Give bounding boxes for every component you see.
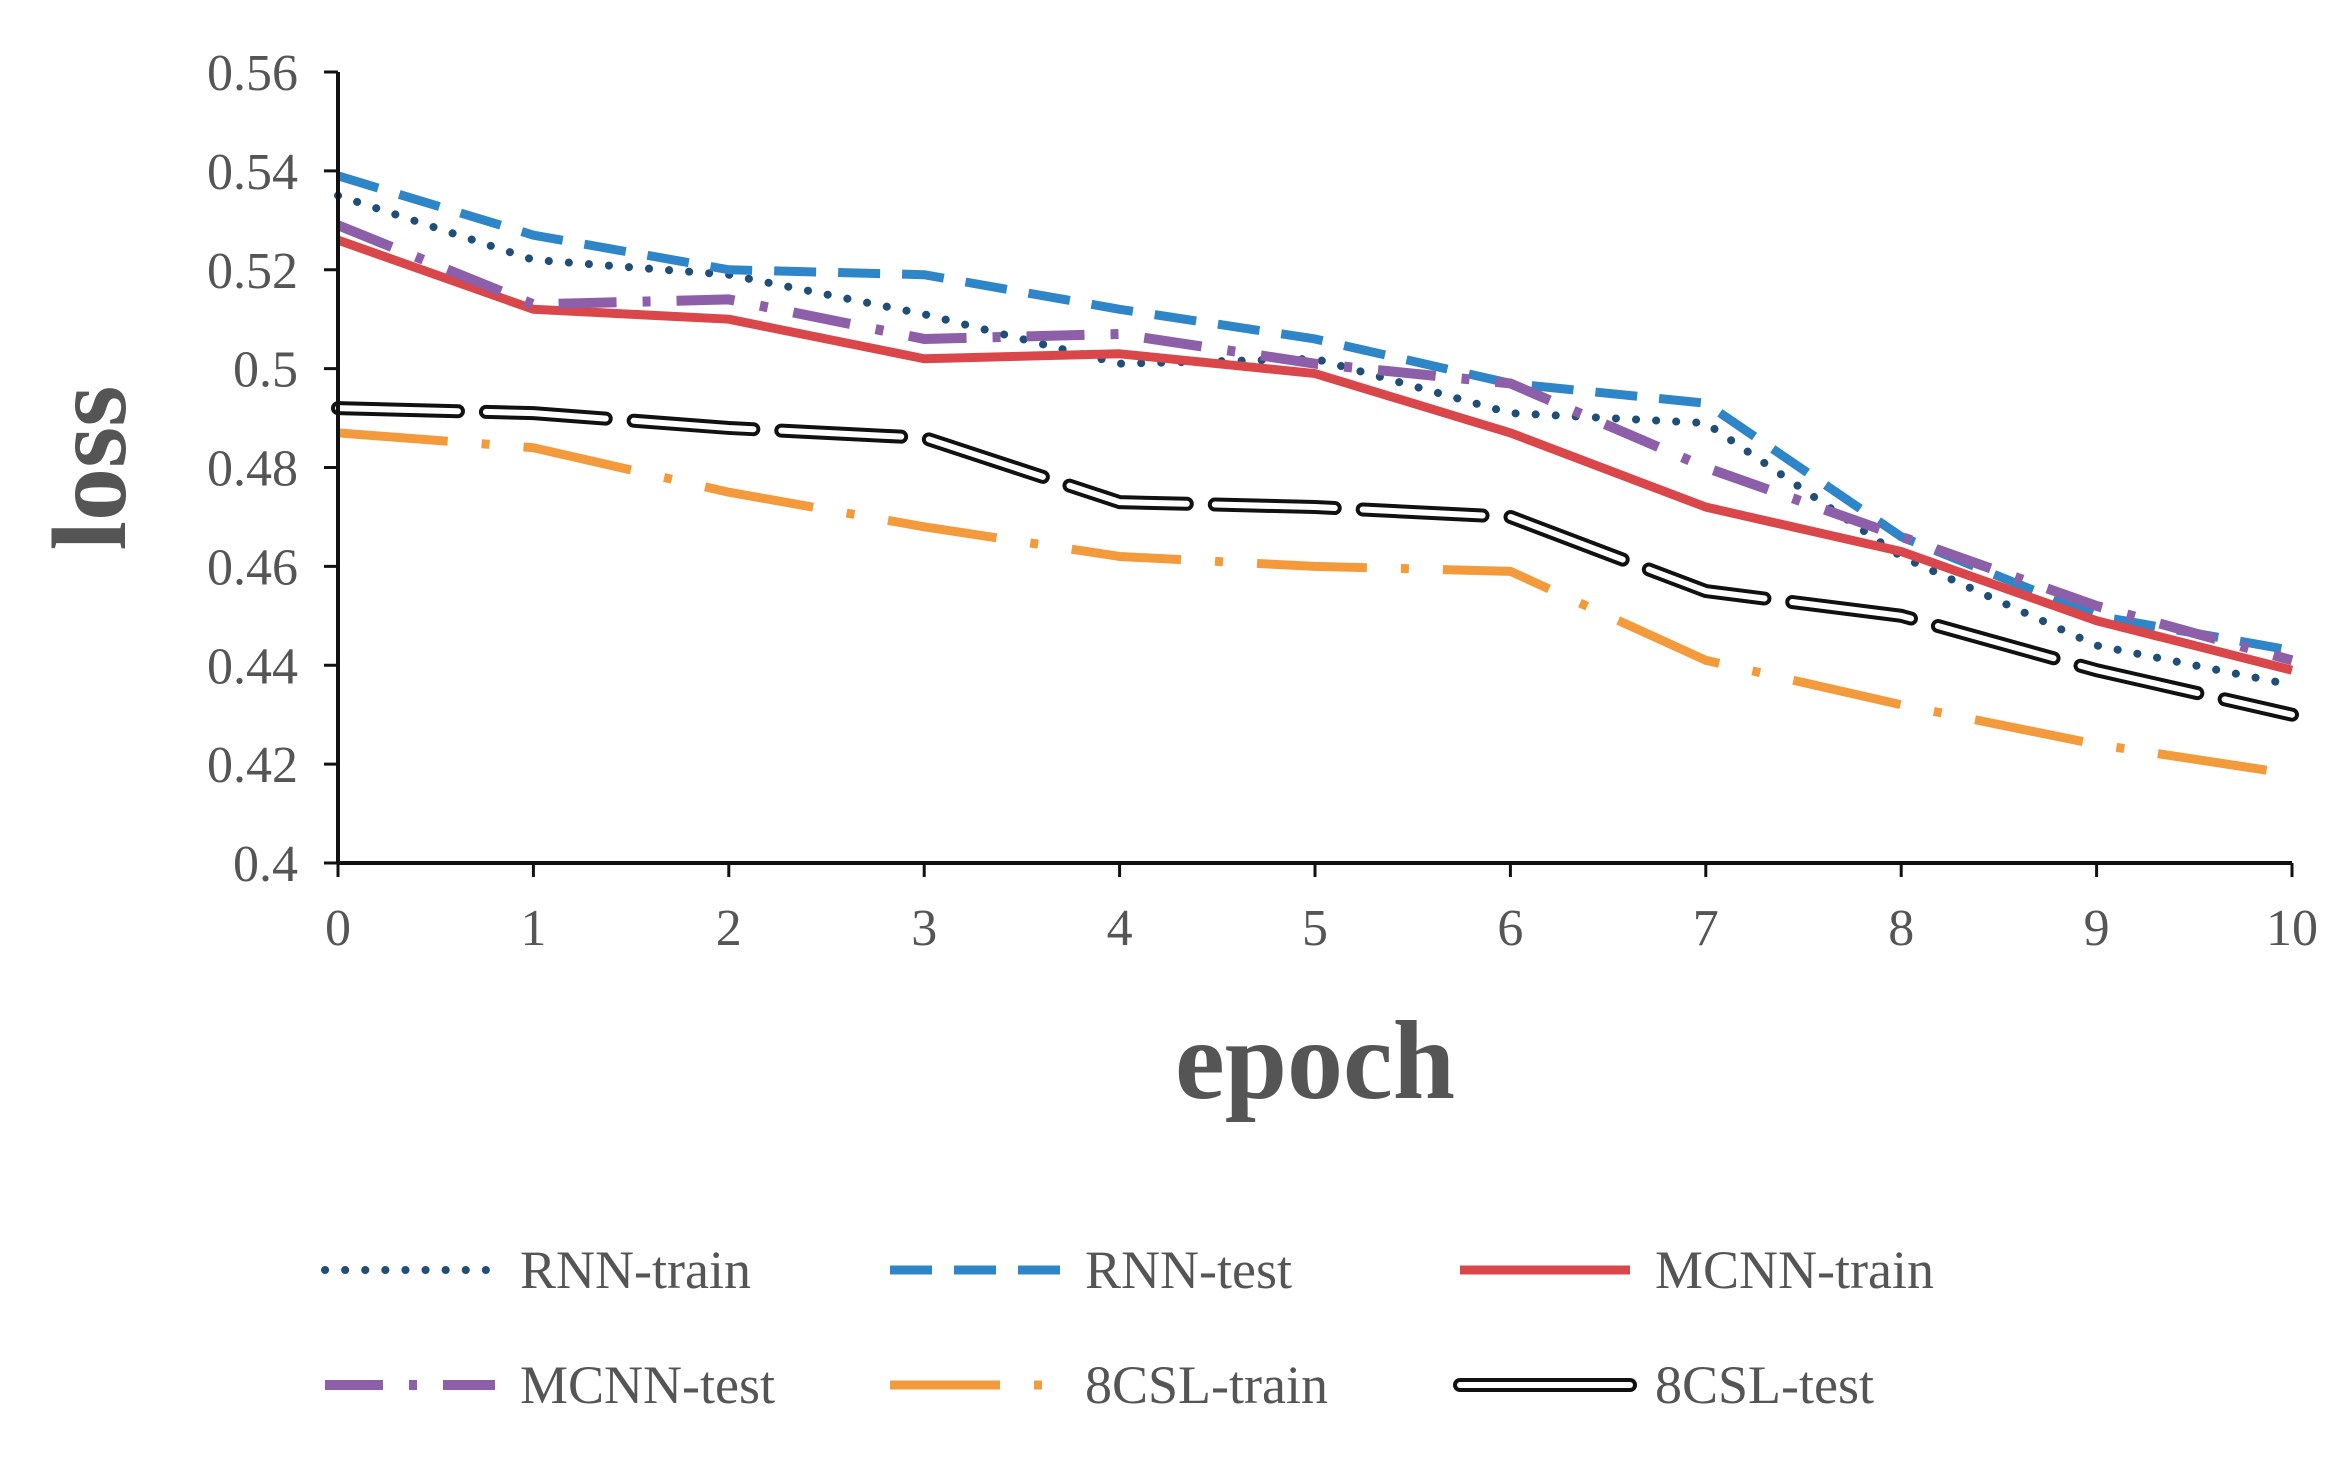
series-line-rnn-train [334,191,2296,690]
x-tick-label: 5 [1302,900,1328,957]
x-tick-label: 3 [911,900,937,957]
y-tick-group: 0.4 0.42 0.44 0.46 0.48 0.5 0.52 0.54 0.56 [207,45,338,893]
legend-item: 8CSL-test [1453,1355,1874,1415]
x-tick-label: 7 [1693,900,1719,957]
legend-label: RNN-test [1085,1240,1292,1300]
y-tick-label: 0.44 [207,638,298,695]
y-axis-title: loss [31,386,148,551]
series-line-8csl-test [331,401,2299,722]
series-line-rnn-test [336,171,2293,655]
legend-label: MCNN-test [520,1355,775,1415]
y-tick-label: 0.5 [233,342,298,399]
y-tick-label: 0.54 [207,144,298,201]
legend-item: 8CSL-train [890,1355,1328,1415]
x-tick-label: 1 [520,900,546,957]
series-line-mcnn-test [336,220,2294,666]
x-tick-label: 4 [1107,900,1133,957]
y-tick-label: 0.42 [207,737,298,794]
y-tick-label: 0.48 [207,441,298,498]
x-tick-label: 9 [2084,900,2110,957]
plot-area [331,171,2299,779]
x-tick-group: 0 1 2 3 4 5 6 7 8 9 10 [325,863,2318,957]
series-line-8csl-test-inner [335,405,2295,718]
y-tick-label: 0.4 [233,836,298,893]
legend: RNN-train RNN-test MCNN-train MCNN-test 8CSL… [321,1240,1934,1415]
y-tick-label: 0.56 [207,45,298,102]
series-line-8csl-test-outer [331,401,2299,722]
series-line-8csl-train [337,428,2293,779]
legend-item: RNN-test [890,1240,1292,1300]
x-tick-label: 8 [1888,900,1914,957]
legend-label: 8CSL-test [1655,1355,1874,1415]
legend-label: MCNN-train [1655,1240,1934,1300]
legend-label: 8CSL-train [1085,1355,1328,1415]
legend-item: MCNN-train [1460,1240,1934,1300]
x-tick-label: 6 [1497,900,1523,957]
legend-label: RNN-train [520,1240,751,1300]
y-tick-label: 0.46 [207,539,298,596]
x-axis-title: epoch [1175,999,1455,1123]
legend-item: MCNN-test [325,1355,775,1415]
series-line-mcnn-train [336,235,2294,675]
x-tick-label: 10 [2266,900,2318,957]
y-tick-label: 0.52 [207,243,298,300]
x-tick-label: 0 [325,900,351,957]
legend-item: RNN-train [321,1240,751,1300]
x-tick-label: 2 [716,900,742,957]
